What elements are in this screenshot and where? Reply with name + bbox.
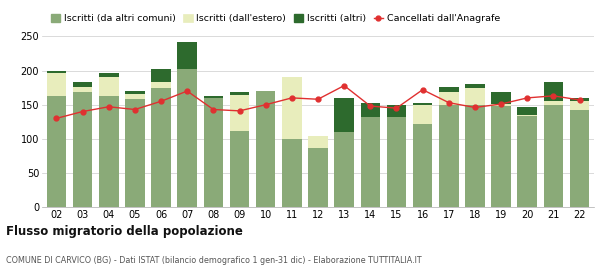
Bar <box>386 117 406 207</box>
Text: COMUNE DI CARVICO (BG) - Dati ISTAT (bilancio demografico 1 gen-31 dic) - Elabor: COMUNE DI CARVICO (BG) - Dati ISTAT (bil… <box>6 256 422 265</box>
Bar <box>178 69 197 207</box>
Bar <box>73 82 92 87</box>
Bar <box>125 91 145 94</box>
Bar <box>491 92 511 104</box>
Bar <box>361 103 380 117</box>
Bar <box>151 69 171 82</box>
Bar <box>517 115 537 116</box>
Bar <box>413 105 433 124</box>
Bar <box>73 87 92 92</box>
Bar <box>99 73 119 77</box>
Bar <box>282 139 302 207</box>
Bar <box>413 103 433 105</box>
Bar <box>517 107 537 115</box>
Bar <box>544 82 563 101</box>
Bar <box>230 95 250 131</box>
Bar <box>491 106 511 207</box>
Bar <box>517 116 537 207</box>
Bar <box>439 87 458 92</box>
Bar <box>230 92 250 95</box>
Bar <box>282 77 302 139</box>
Bar <box>203 96 223 98</box>
Bar <box>178 42 197 69</box>
Bar <box>230 131 250 207</box>
Bar <box>491 104 511 106</box>
Bar <box>125 99 145 207</box>
Bar <box>73 92 92 207</box>
Bar <box>465 105 485 207</box>
Legend: Iscritti (da altri comuni), Iscritti (dall'estero), Iscritti (altri), Cancellati: Iscritti (da altri comuni), Iscritti (da… <box>47 10 504 27</box>
Bar <box>47 71 66 73</box>
Bar <box>465 88 485 105</box>
Bar <box>203 98 223 207</box>
Bar <box>334 132 354 207</box>
Bar <box>151 88 171 207</box>
Bar <box>386 105 406 117</box>
Bar <box>47 73 66 96</box>
Bar <box>99 77 119 96</box>
Bar <box>361 117 380 207</box>
Bar <box>308 148 328 207</box>
Bar <box>334 98 354 132</box>
Bar <box>151 82 171 88</box>
Bar <box>544 105 563 207</box>
Bar <box>99 96 119 207</box>
Bar <box>465 84 485 88</box>
Bar <box>125 94 145 99</box>
Bar <box>544 101 563 105</box>
Bar <box>570 101 589 109</box>
Bar <box>439 92 458 105</box>
Bar <box>570 109 589 207</box>
Bar <box>308 136 328 148</box>
Text: Flusso migratorio della popolazione: Flusso migratorio della popolazione <box>6 225 243 238</box>
Bar <box>47 96 66 207</box>
Bar <box>413 124 433 207</box>
Bar <box>439 105 458 207</box>
Bar <box>256 91 275 207</box>
Bar <box>570 98 589 101</box>
